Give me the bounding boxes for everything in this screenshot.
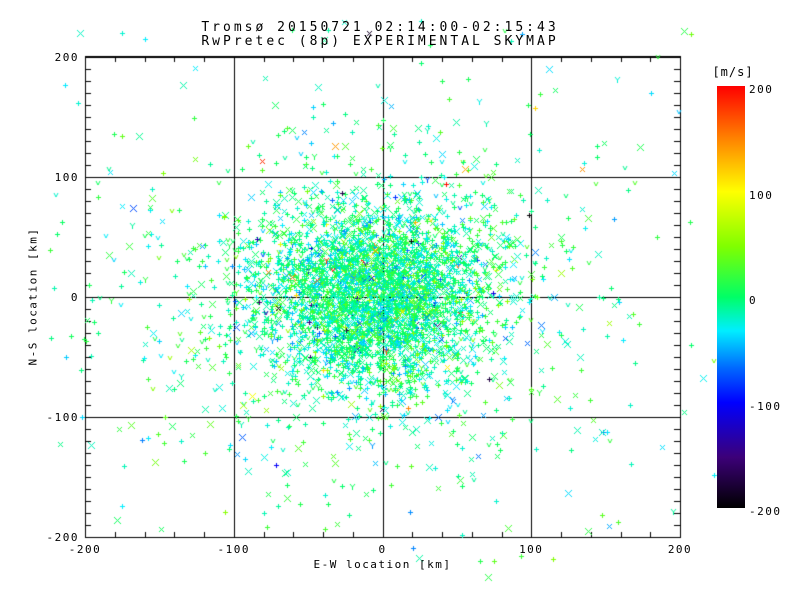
colorbar-tick-label: -100 (749, 399, 782, 413)
figure-title: Tromsø 20150721 02:14:00-02:15:43 (201, 20, 559, 35)
figure-subtitle: RwPretec (8p) EXPERIMENTAL SKYMAP (201, 34, 559, 49)
x-tick-label: 0 (378, 543, 387, 556)
x-tick-label: 100 (519, 543, 544, 556)
x-tick-label: -200 (68, 543, 102, 556)
colorbar-gradient (717, 86, 745, 508)
x-tick-label: -100 (217, 543, 250, 556)
colorbar-tick-label: 200 (749, 83, 774, 96)
colorbar-unit-label: [m/s] (712, 65, 754, 79)
colorbar-tick-label: 100 (749, 188, 774, 202)
colorbar-tick-label: 0 (749, 294, 758, 307)
x-axis-label: E-W location [km] (313, 558, 452, 571)
x-tick-label: 200 (667, 543, 693, 556)
colorbar-tick-label: -200 (749, 505, 782, 518)
y-tick-label: 200 (54, 51, 79, 64)
y-tick-label: -200 (46, 531, 79, 544)
y-tick-label: -100 (46, 411, 79, 424)
y-tick-label: 0 (70, 291, 79, 304)
y-tick-label: 100 (54, 171, 79, 184)
